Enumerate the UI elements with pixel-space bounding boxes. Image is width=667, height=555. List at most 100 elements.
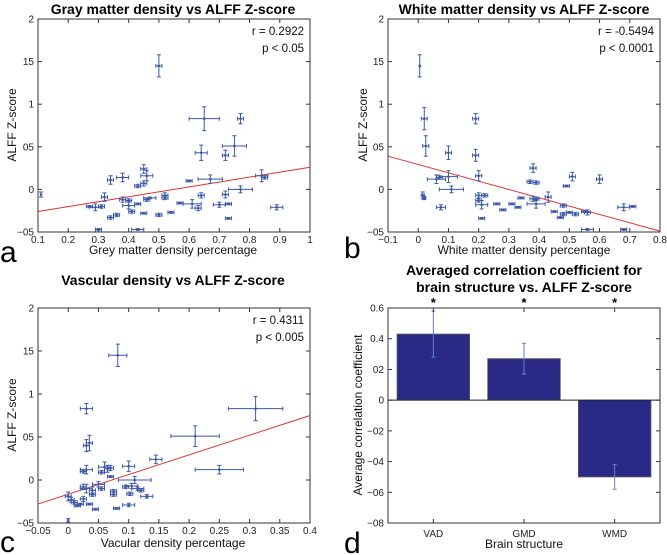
y-tick-label: 15 <box>23 57 35 68</box>
data-point <box>110 492 118 497</box>
data-point <box>221 190 229 199</box>
point-marker <box>109 466 112 470</box>
data-point <box>194 464 245 475</box>
point-marker <box>82 497 85 501</box>
data-point <box>134 201 142 206</box>
data-point <box>529 163 537 173</box>
x-tick-label: VAD <box>423 529 443 540</box>
point-marker <box>100 205 103 208</box>
x-axis-label: Grey matter density percentage <box>89 243 257 257</box>
x-tick-label: 0.3 <box>91 235 105 246</box>
y-tick-label: 05 <box>23 142 35 153</box>
data-point <box>88 492 96 497</box>
data-point <box>39 191 44 198</box>
point-marker <box>519 196 523 200</box>
axes-box <box>37 18 311 233</box>
chart-title: brain structure vs. ALFF Z-score <box>416 279 632 295</box>
data-point <box>629 204 637 209</box>
data-point <box>176 201 184 206</box>
x-tick-label: 0.4 <box>122 235 136 246</box>
data-point <box>499 207 507 212</box>
point-marker <box>94 507 97 511</box>
point-marker <box>275 205 279 209</box>
point-marker <box>85 444 88 447</box>
point-marker <box>91 489 94 492</box>
data-point <box>221 149 229 161</box>
x-tick-label: 0.2 <box>61 235 75 246</box>
data-point <box>236 113 245 125</box>
significance-marker: * <box>521 295 527 310</box>
stat-text: r = -0.5494 <box>598 26 655 38</box>
data-point <box>88 203 102 212</box>
panel-letter: a <box>0 236 17 269</box>
data-point <box>568 171 576 182</box>
x-tick-label: 0.2 <box>182 526 196 537</box>
data-point <box>197 174 223 184</box>
significance-marker: * <box>612 295 618 310</box>
point-marker <box>546 195 550 199</box>
data-point <box>261 175 269 180</box>
x-tick-label: −0.05 <box>25 526 51 537</box>
point-marker <box>88 441 91 445</box>
data-point <box>194 144 208 161</box>
point-marker <box>450 188 453 191</box>
data-point <box>224 201 232 206</box>
x-tick-label: 0.7 <box>212 235 226 246</box>
point-marker <box>142 167 146 171</box>
point-marker <box>224 154 227 157</box>
stat-text: r = 0.4311 <box>253 315 304 327</box>
point-marker <box>157 213 161 217</box>
panel-c: Vascular density vs ALFF Z-score c Vacular… <box>0 272 317 555</box>
y-tick-label: 2 <box>28 304 34 315</box>
point-marker <box>97 228 100 231</box>
x-tick-label: 0.1 <box>441 235 455 246</box>
panel-letter: c <box>0 526 15 555</box>
y-tick-label: −02 <box>367 426 384 437</box>
point-marker <box>169 211 173 214</box>
point-marker <box>79 502 82 506</box>
data-point <box>167 210 175 215</box>
y-tick-label: 15 <box>23 347 35 358</box>
point-marker <box>202 117 206 120</box>
point-marker <box>598 177 601 181</box>
point-marker <box>103 195 106 199</box>
data-point <box>559 211 567 217</box>
data-point <box>475 199 489 210</box>
point-marker <box>622 205 626 209</box>
stat-text: p < 0.05 <box>262 43 304 55</box>
point-marker <box>586 211 589 214</box>
x-tick-label: 0.3 <box>502 235 516 246</box>
data-point <box>508 201 516 206</box>
point-marker <box>115 213 118 217</box>
point-marker <box>154 458 158 461</box>
chart-title: White matter density vs ALFF Z-score <box>399 1 650 17</box>
y-tick-label: 0.6 <box>370 304 384 315</box>
point-marker <box>136 228 140 231</box>
point-marker <box>127 503 130 507</box>
data-point <box>79 402 93 415</box>
x-tick-label: 0 <box>65 526 71 537</box>
point-marker <box>631 205 635 208</box>
data-point <box>117 476 152 484</box>
data-point <box>79 483 93 494</box>
point-marker <box>127 464 130 468</box>
data-point <box>140 170 154 182</box>
data-point <box>620 227 628 232</box>
x-tick-label: 0.8 <box>653 235 667 246</box>
data-point <box>122 502 136 508</box>
data-point <box>493 201 501 206</box>
x-tick-label: 0.5 <box>562 235 576 246</box>
y-tick-label: 15 <box>373 57 385 68</box>
y-tick-label: 0.4 <box>370 334 384 345</box>
point-marker <box>218 468 221 471</box>
y-axis-label: Average correlation coefficient <box>351 334 365 496</box>
data-point <box>100 192 109 202</box>
data-point <box>137 488 145 493</box>
point-marker <box>69 498 73 502</box>
point-marker <box>477 194 480 197</box>
point-marker <box>88 502 91 506</box>
point-marker <box>568 211 571 214</box>
data-point <box>134 183 142 189</box>
data-point <box>161 192 169 199</box>
